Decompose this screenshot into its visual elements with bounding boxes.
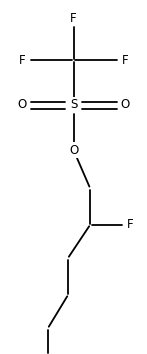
Text: F: F	[70, 11, 77, 24]
Text: O: O	[69, 143, 78, 156]
Text: F: F	[19, 53, 25, 67]
Text: S: S	[70, 98, 77, 112]
Text: F: F	[122, 53, 128, 67]
Text: F: F	[127, 218, 133, 232]
Text: O: O	[120, 98, 130, 112]
Text: O: O	[17, 98, 27, 112]
